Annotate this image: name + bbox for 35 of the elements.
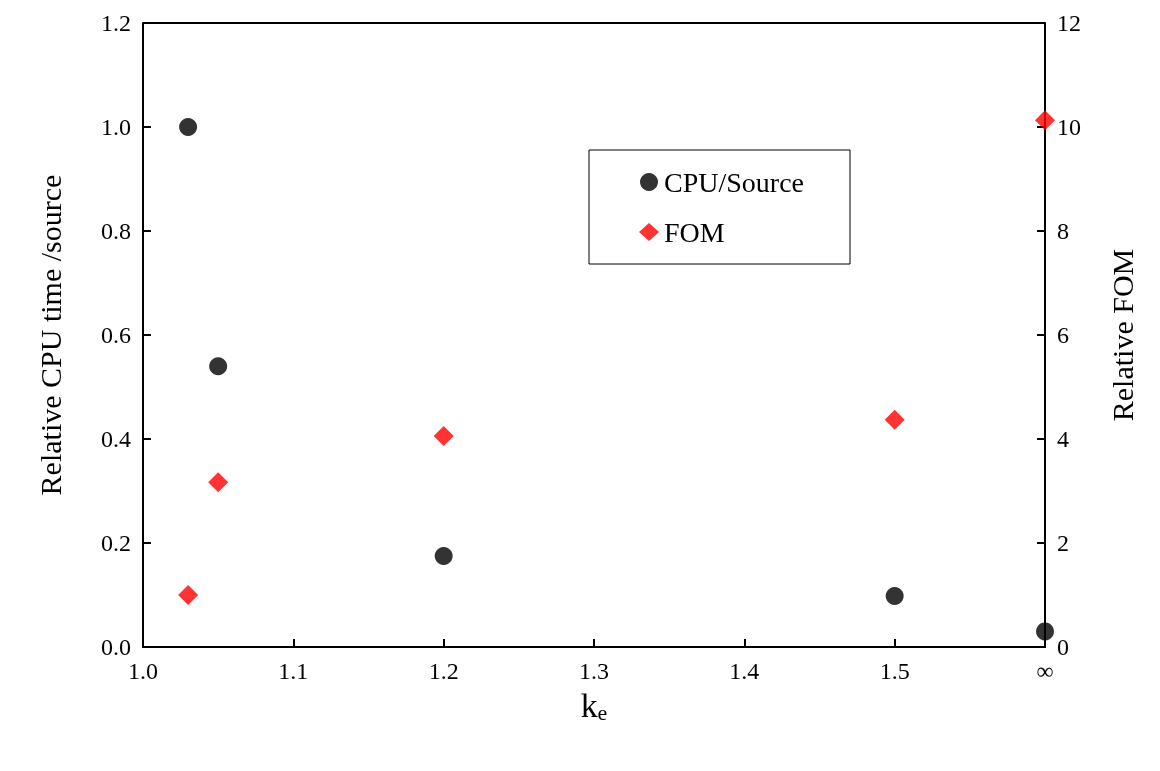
- point: [179, 118, 198, 136]
- y2-tick-label: 6: [1057, 322, 1069, 348]
- y-tick-label: 1.0: [101, 114, 131, 140]
- y2-tick-label: 4: [1057, 426, 1069, 452]
- point: [434, 547, 453, 565]
- x-tick-label: 1.0: [128, 658, 158, 684]
- y-tick-label: 0.6: [101, 322, 131, 348]
- y-tick-label: 0.8: [101, 218, 131, 244]
- legend-label: CPU/Source: [664, 166, 804, 198]
- y-tick-label: 0.0: [101, 634, 131, 660]
- point: [178, 585, 199, 605]
- point: [208, 472, 229, 493]
- y2-tick-label: 0: [1057, 634, 1069, 660]
- point: [1036, 622, 1054, 641]
- x-tick-label: ∞: [1036, 658, 1054, 684]
- point: [884, 409, 905, 430]
- y-tick-label: 0.2: [101, 530, 131, 556]
- x-tick-label: 1.4: [729, 658, 760, 684]
- y-axis-title: Relative CPU time /source: [33, 174, 67, 496]
- y-tick-label: 1.2: [101, 10, 131, 36]
- x-tick-label: 1.5: [879, 658, 910, 684]
- y2-tick-label: 10: [1057, 114, 1081, 140]
- y2-tick-label: 8: [1057, 218, 1069, 244]
- y2-tick-label: 2: [1057, 530, 1069, 556]
- x-tick-label: 1.1: [278, 658, 309, 684]
- point: [209, 357, 228, 376]
- x-tick-label: 1.2: [428, 658, 459, 684]
- point: [1035, 110, 1055, 131]
- y-tick-label: 0.4: [101, 426, 131, 452]
- legend-label: FOM: [664, 216, 725, 248]
- y2-axis-title: Relative FOM: [1105, 248, 1139, 422]
- point: [433, 425, 454, 446]
- point: [885, 587, 904, 606]
- y2-tick-label: 12: [1057, 10, 1081, 36]
- x-tick-label: 1.3: [579, 658, 609, 684]
